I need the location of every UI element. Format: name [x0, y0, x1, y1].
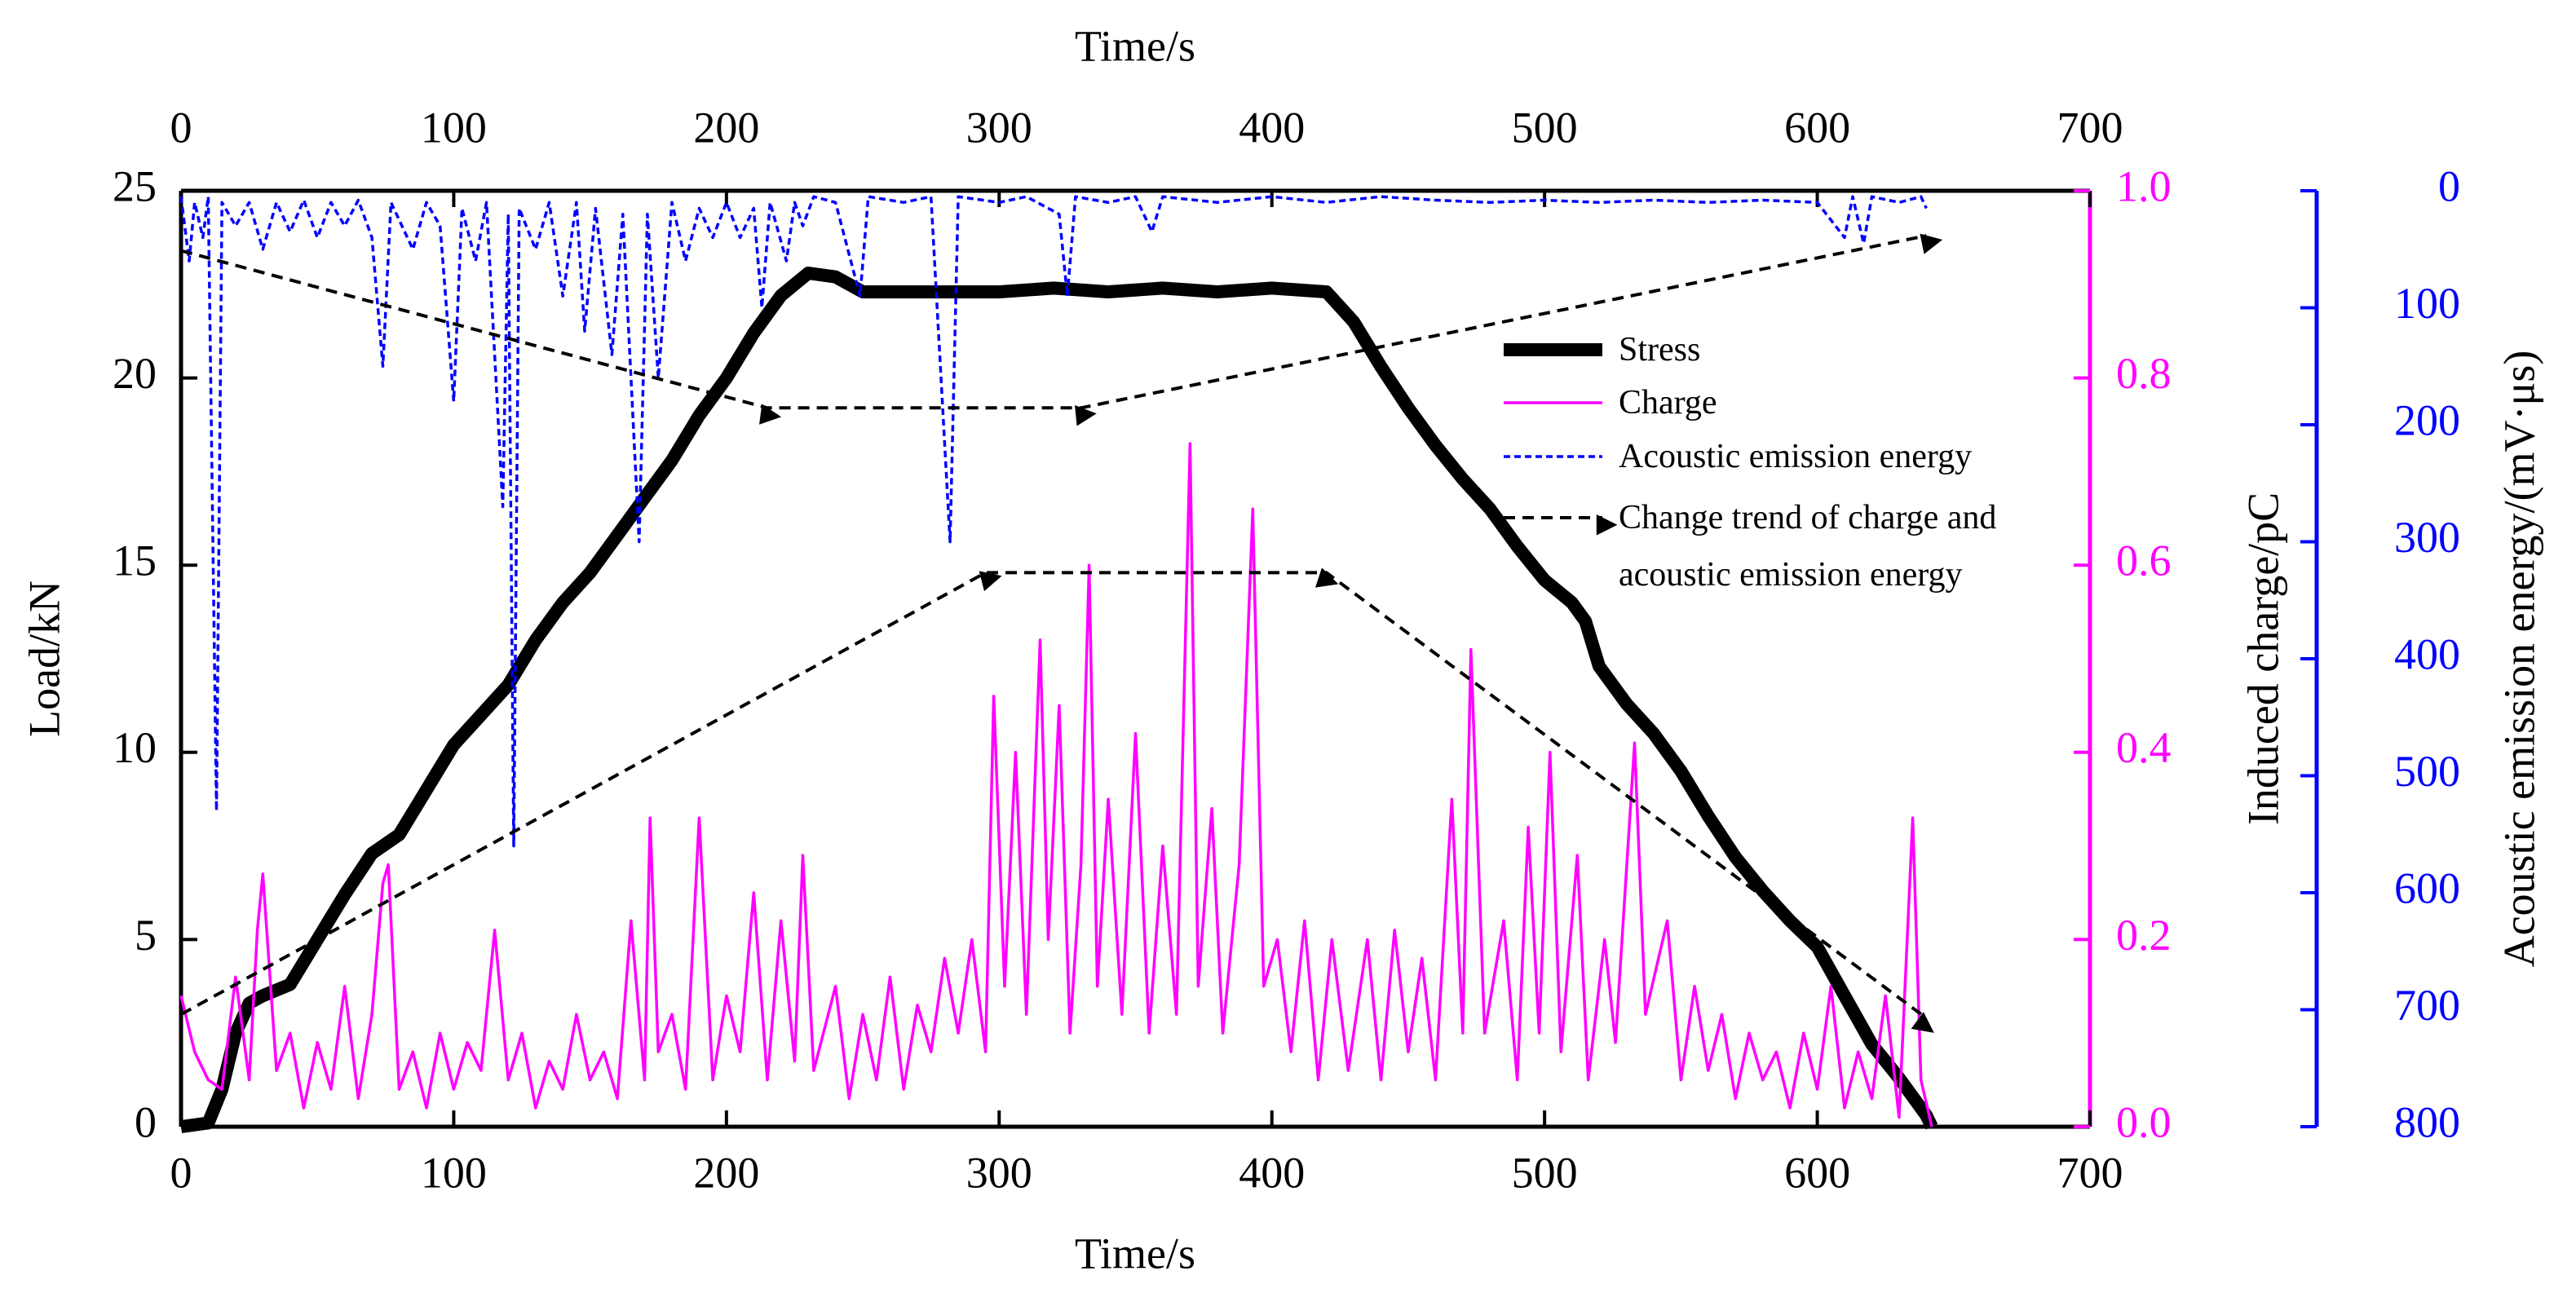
- x-tick-label: 0: [170, 1148, 192, 1197]
- x-tick-label: 500: [1512, 1148, 1578, 1197]
- y-tick-label: 25: [113, 161, 157, 210]
- legend-label: Acoustic emission energy: [1619, 438, 1973, 475]
- x2-tick-label: 400: [1239, 103, 1305, 152]
- y3-tick-label: 0: [2438, 161, 2460, 210]
- legend-label: Change trend of charge and acoustic emis…: [1619, 499, 1997, 594]
- series-line: [179, 195, 1928, 848]
- x2-tick-label: 600: [1784, 103, 1850, 152]
- legend-label-box: Stress: [1619, 331, 1701, 369]
- y-tick-label: 5: [135, 911, 157, 960]
- y3-tick-label: 300: [2394, 513, 2460, 562]
- y2-tick-label: 0.4: [2116, 723, 2172, 772]
- legend-label-box: Charge: [1619, 384, 1717, 421]
- legend-label-box: Acoustic emission energy: [1619, 438, 1973, 475]
- x-tick-label: 300: [966, 1148, 1032, 1197]
- x-axis-title: Time/s: [1075, 1229, 1195, 1278]
- y2-tick-label: 0.6: [2116, 536, 2172, 585]
- y3-tick-label: 200: [2394, 395, 2460, 444]
- y3-tick-label: 500: [2394, 747, 2460, 796]
- y3-tick-label: 700: [2394, 981, 2460, 1030]
- y2-tick-label: 0.2: [2116, 911, 2172, 960]
- x-tick-label: 200: [693, 1148, 759, 1197]
- y2-tick-label: 1.0: [2116, 161, 2172, 210]
- y2-tick-label: 0.8: [2116, 349, 2172, 398]
- y3-axis-title: Acoustic emission energy/(mV·μs): [2494, 351, 2543, 968]
- y-tick-label: 0: [135, 1097, 157, 1146]
- x2-tick-label: 100: [421, 103, 487, 152]
- x2-tick-label: 500: [1512, 103, 1578, 152]
- y3-tick-label: 100: [2394, 279, 2460, 328]
- x-tick-label: 700: [2057, 1148, 2123, 1197]
- y2-tick-label: 0.0: [2116, 1097, 2172, 1146]
- y-tick-label: 15: [113, 536, 157, 585]
- x-tick-label: 400: [1239, 1148, 1305, 1197]
- x2-tick-label: 0: [170, 103, 192, 152]
- legend-label: Stress: [1619, 331, 1701, 369]
- y3-tick-label: 800: [2394, 1097, 2460, 1146]
- legend-label: Charge: [1619, 384, 1717, 421]
- x2-tick-label: 200: [693, 103, 759, 152]
- x2-tick-label: 300: [966, 103, 1032, 152]
- y2-axis-title: Induced charge/pC: [2238, 492, 2287, 825]
- series-line: [180, 233, 1943, 426]
- x2-tick-label: 700: [2057, 103, 2123, 152]
- x-tick-label: 100: [421, 1148, 487, 1197]
- x-tick-label: 600: [1784, 1148, 1850, 1197]
- y-axis-title: Load/kN: [20, 580, 68, 737]
- y-tick-label: 20: [113, 349, 157, 398]
- legend-label-box: Change trend of charge and acoustic emis…: [1619, 499, 1997, 594]
- series-line: [180, 567, 1934, 1033]
- y3-tick-label: 600: [2394, 863, 2460, 912]
- y3-tick-label: 400: [2394, 629, 2460, 678]
- x2-axis-title: Time/s: [1075, 21, 1195, 70]
- y-tick-label: 10: [113, 723, 157, 772]
